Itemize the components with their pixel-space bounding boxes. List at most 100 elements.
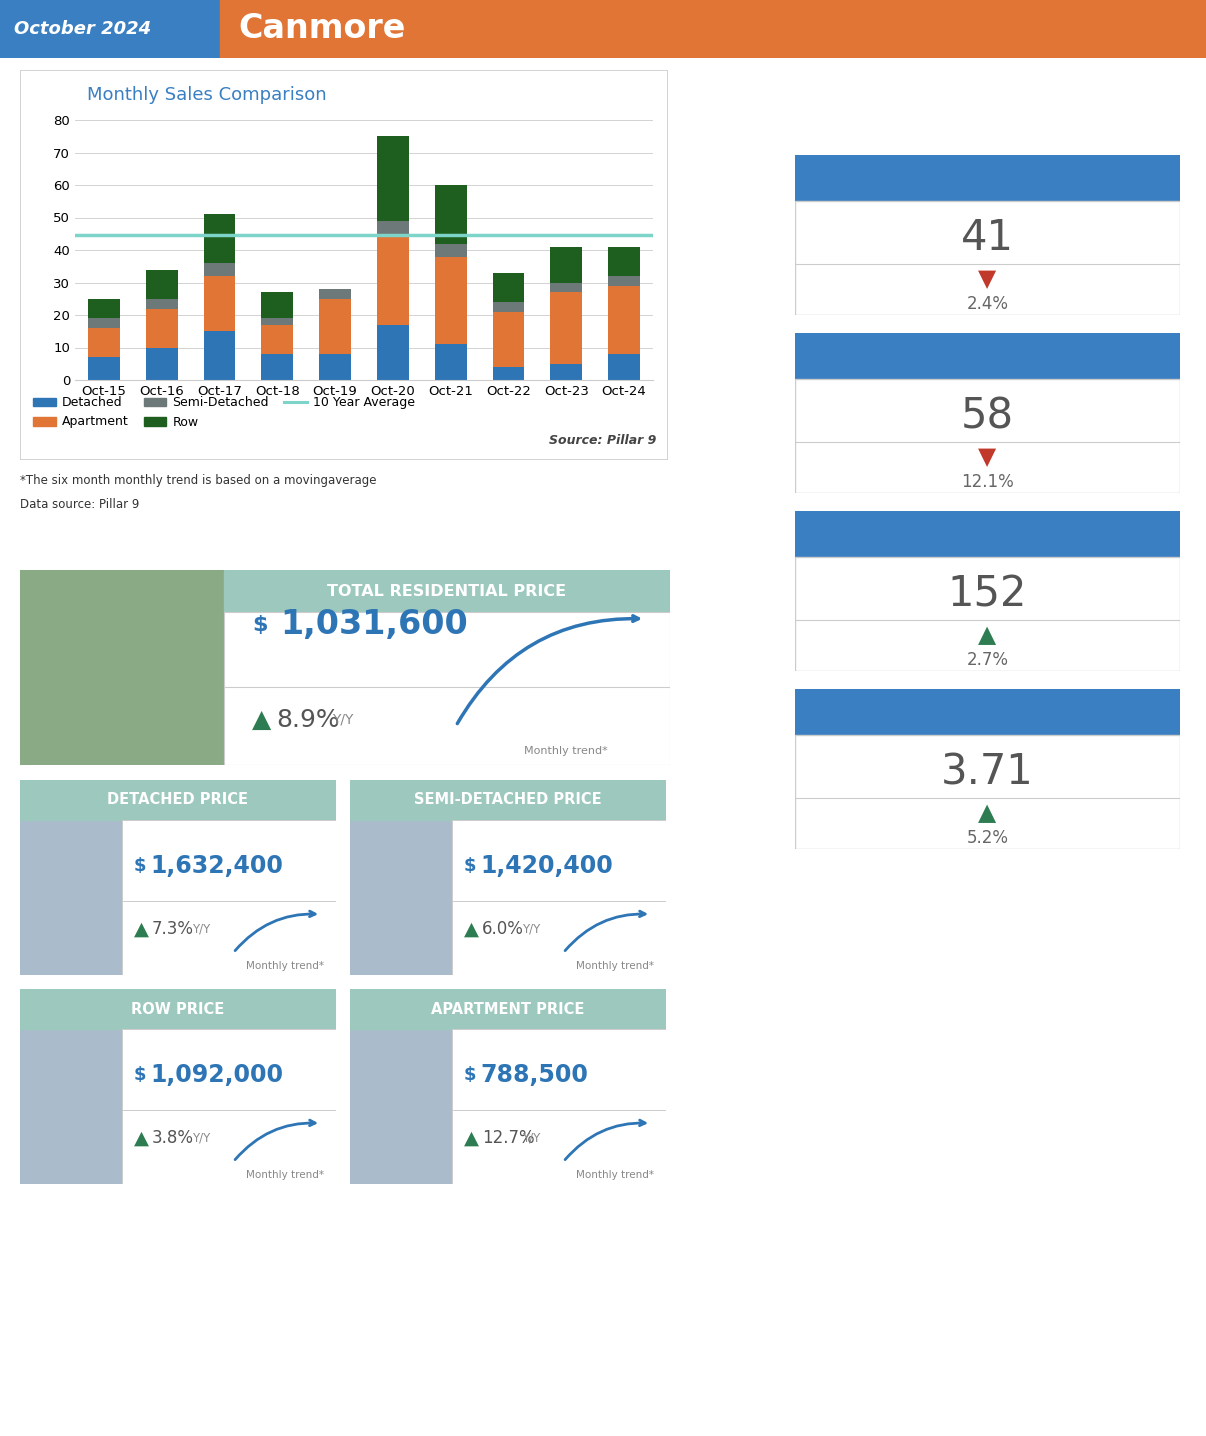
Text: 12.7%: 12.7% xyxy=(482,1129,534,1147)
Text: $: $ xyxy=(134,857,146,875)
Bar xyxy=(320,299,351,355)
Bar xyxy=(608,276,640,286)
Bar xyxy=(435,244,467,257)
Bar xyxy=(219,0,1206,57)
Bar xyxy=(88,319,119,327)
Text: ▲: ▲ xyxy=(134,1129,150,1147)
Bar xyxy=(122,1030,336,1185)
Bar xyxy=(204,263,235,276)
Text: Monthly trend*: Monthly trend* xyxy=(576,1170,654,1180)
Text: Monthly trend*: Monthly trend* xyxy=(246,961,324,971)
Bar xyxy=(608,247,640,276)
Bar xyxy=(795,201,1179,314)
Text: Data source: Pillar 9: Data source: Pillar 9 xyxy=(21,498,140,511)
Text: 12.1%: 12.1% xyxy=(961,472,1014,491)
Text: APARTMENT PRICE: APARTMENT PRICE xyxy=(432,1001,585,1017)
Legend: Detached, Apartment, Semi-Detached, Row, 10 Year Average: Detached, Apartment, Semi-Detached, Row,… xyxy=(28,391,420,434)
Text: 1,632,400: 1,632,400 xyxy=(150,854,283,877)
Bar xyxy=(377,325,409,381)
Text: Canmore: Canmore xyxy=(238,13,405,46)
Text: Monthly trend*: Monthly trend* xyxy=(523,745,608,755)
Text: Monthly trend*: Monthly trend* xyxy=(246,1170,324,1180)
Bar xyxy=(795,735,1179,849)
Bar xyxy=(492,273,525,302)
Text: SEMI-DETACHED PRICE: SEMI-DETACHED PRICE xyxy=(414,793,602,807)
Text: 788,500: 788,500 xyxy=(480,1063,587,1087)
Text: TOTAL RESIDENTIAL PRICE: TOTAL RESIDENTIAL PRICE xyxy=(328,583,567,599)
Text: 1,031,600: 1,031,600 xyxy=(280,607,468,640)
Text: ▲: ▲ xyxy=(134,919,150,939)
Text: *The six month monthly trend is based on a movingaverage: *The six month monthly trend is based on… xyxy=(21,474,376,487)
Bar xyxy=(435,185,467,244)
Bar xyxy=(550,363,582,381)
Bar xyxy=(204,332,235,381)
Text: $: $ xyxy=(134,1066,146,1084)
Text: 1,420,400: 1,420,400 xyxy=(480,854,613,877)
Bar xyxy=(204,214,235,263)
Bar xyxy=(492,302,525,312)
Bar xyxy=(21,989,122,1185)
Bar xyxy=(550,283,582,293)
Bar xyxy=(795,511,1179,557)
Text: ▲: ▲ xyxy=(978,623,996,648)
Bar xyxy=(350,989,452,1185)
Bar xyxy=(435,345,467,381)
Bar xyxy=(224,612,671,765)
Bar xyxy=(88,358,119,381)
Bar xyxy=(435,257,467,345)
Text: ROW PRICE: ROW PRICE xyxy=(131,1001,224,1017)
Bar xyxy=(262,355,293,381)
Bar xyxy=(377,136,409,221)
Text: DETACHED PRICE: DETACHED PRICE xyxy=(107,793,248,807)
Text: Monthly Sales Comparison: Monthly Sales Comparison xyxy=(87,86,326,103)
Bar xyxy=(492,368,525,381)
Bar xyxy=(204,276,235,332)
Text: ▼: ▼ xyxy=(978,445,996,470)
Bar xyxy=(122,820,336,975)
Bar xyxy=(608,355,640,381)
Text: 5.2%: 5.2% xyxy=(966,829,1008,847)
Text: 6.0%: 6.0% xyxy=(482,920,523,938)
Bar xyxy=(146,348,177,381)
Text: $: $ xyxy=(464,1066,476,1084)
Bar xyxy=(88,299,119,319)
Bar xyxy=(795,689,1179,735)
Text: 3.8%: 3.8% xyxy=(152,1129,194,1147)
Bar xyxy=(377,221,409,237)
Text: Y/Y: Y/Y xyxy=(192,922,210,936)
Bar xyxy=(21,989,336,1030)
Bar xyxy=(492,312,525,368)
Text: ▲: ▲ xyxy=(464,919,479,939)
Text: $: $ xyxy=(252,615,268,635)
Text: ▲: ▲ xyxy=(464,1129,479,1147)
Bar xyxy=(320,355,351,381)
Text: $: $ xyxy=(464,857,476,875)
Text: Y/Y: Y/Y xyxy=(332,712,353,727)
Text: 2.7%: 2.7% xyxy=(966,651,1008,669)
Bar xyxy=(88,327,119,358)
Bar xyxy=(21,570,224,765)
Bar xyxy=(608,286,640,355)
Bar xyxy=(146,309,177,348)
Text: 58: 58 xyxy=(961,395,1014,438)
Bar xyxy=(795,557,1179,671)
Text: 3.71: 3.71 xyxy=(941,751,1034,793)
Text: 2.4%: 2.4% xyxy=(966,294,1008,313)
Bar xyxy=(262,319,293,325)
Bar xyxy=(350,780,452,975)
Bar xyxy=(550,247,582,283)
Text: ▲: ▲ xyxy=(978,801,996,826)
Text: ▲: ▲ xyxy=(252,708,271,732)
Bar xyxy=(146,299,177,309)
Text: 7.3%: 7.3% xyxy=(152,920,194,938)
Bar xyxy=(452,1030,666,1185)
Bar xyxy=(262,293,293,319)
Bar xyxy=(350,780,666,820)
Bar xyxy=(21,780,122,975)
Bar xyxy=(795,155,1179,201)
Bar xyxy=(146,270,177,299)
Bar xyxy=(550,293,582,363)
Text: 1,092,000: 1,092,000 xyxy=(150,1063,283,1087)
Bar xyxy=(795,333,1179,379)
Text: Y/Y: Y/Y xyxy=(192,1132,210,1144)
